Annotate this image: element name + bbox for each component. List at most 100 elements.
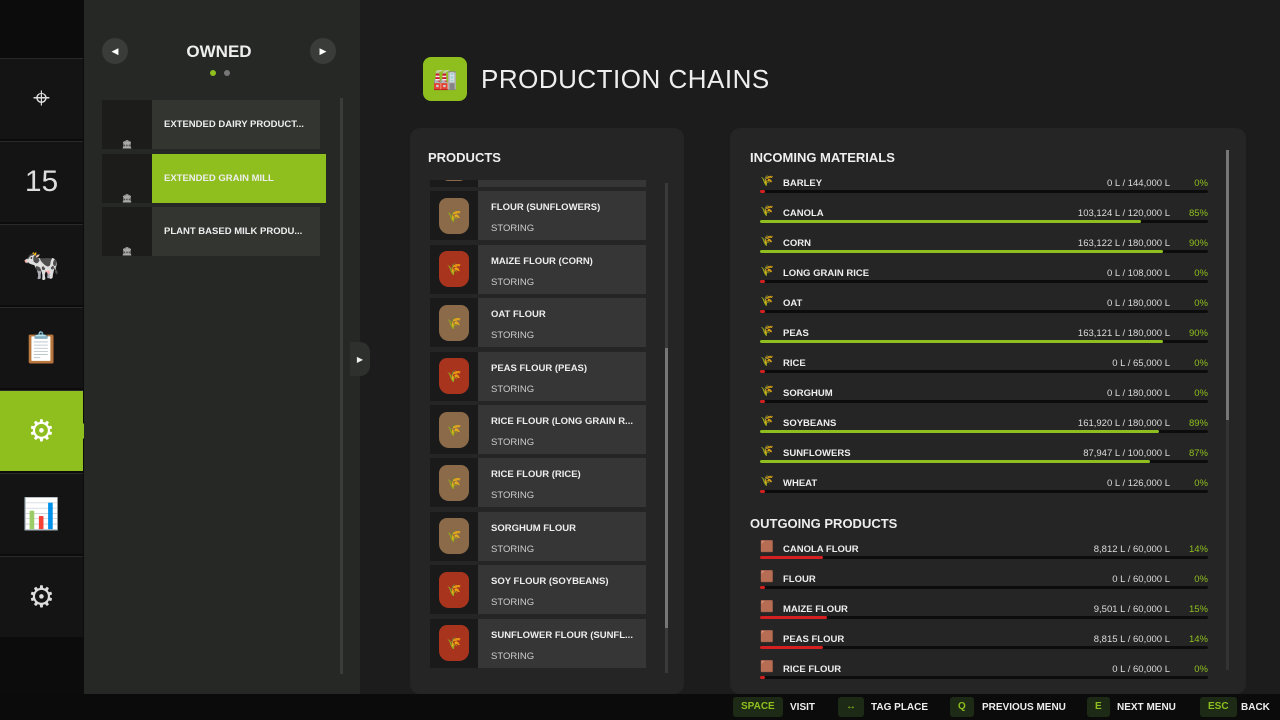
material-amount: 0 L / 144,000 L [1106, 178, 1170, 189]
place-item[interactable]: 🏛 EXTENDED DAIRY PRODUCT... [102, 100, 320, 149]
place-label: PLANT BASED MILK PRODU... [164, 226, 303, 237]
product-status: STORING [491, 490, 535, 502]
crop-icon: 🌾 [760, 265, 774, 277]
flour-sack-icon: 🌾 [439, 571, 469, 608]
flour-sack-icon: 🌾 [439, 625, 469, 662]
fill-level-bar [760, 556, 1208, 559]
products-heading: PRODUCTS [428, 150, 501, 165]
key-hint-label[interactable]: BACK [1241, 702, 1270, 713]
key-hint-label[interactable]: PREVIOUS MENU [982, 702, 1066, 713]
page-dot-active[interactable] [210, 70, 216, 76]
material-name: PEAS [783, 328, 809, 339]
material-name: CANOLA FLOUR [783, 544, 859, 555]
material-name: SOYBEANS [783, 418, 837, 429]
material-amount: 161,920 L / 180,000 L [1077, 418, 1170, 429]
product-item[interactable]: 🌾 OAT FLOUR STORING [430, 298, 646, 348]
fill-level-bar [760, 646, 1208, 649]
flour-sack-icon: 🌾 [439, 518, 469, 555]
product-item[interactable]: 🌾 RICE FLOUR (LONG GRAIN R... STORING [430, 405, 646, 454]
product-name: SORGHUM FLOUR [491, 522, 576, 534]
next-page-button[interactable]: ▶ [310, 38, 336, 64]
outgoing-material-row: 🟫 PEAS FLOUR 8,815 L / 60,000 L 14% [760, 631, 1208, 664]
key-hint-tag-place[interactable]: ↔ [838, 697, 864, 717]
material-percent: 89% [1188, 418, 1208, 429]
incoming-material-row: 🌾 SOYBEANS 161,920 L / 180,000 L 89% [760, 415, 1208, 448]
nav-item-animals[interactable]: 🐄 [0, 224, 83, 305]
material-percent: 90% [1188, 328, 1208, 339]
product-item[interactable]: 🌾 PEAS FLOUR (PEAS) STORING [430, 351, 646, 401]
product-item[interactable]: 🌾 STORING [430, 180, 646, 187]
nav-item-statistics[interactable]: 📊 [0, 473, 83, 554]
page-dot[interactable] [224, 70, 230, 76]
material-name: CORN [783, 238, 811, 249]
production-chains-icon: 🏭 [423, 57, 467, 101]
product-name: SUNFLOWER FLOUR (SUNFL... [491, 629, 633, 641]
place-item[interactable]: 🏛 PLANT BASED MILK PRODU... [102, 207, 320, 256]
material-name: OAT [783, 298, 803, 309]
product-status: STORING [491, 383, 535, 395]
product-status: STORING [491, 276, 535, 288]
nav-item-contracts[interactable]: 📋 [0, 307, 83, 388]
incoming-material-row: 🌾 CANOLA 103,124 L / 120,000 L 85% [760, 205, 1208, 238]
key-hint-back[interactable]: ESC [1200, 697, 1237, 717]
nav-item-map[interactable]: ⌖ [0, 58, 83, 139]
collapse-sidebar-button[interactable]: ▶ [350, 342, 370, 376]
products-scrollbar[interactable] [665, 183, 668, 673]
nav-item-settings[interactable]: ⚙ [0, 556, 83, 637]
product-item[interactable]: 🌾 MAIZE FLOUR (CORN) STORING [430, 244, 646, 294]
nav-item-calendar[interactable]: 15 [0, 141, 83, 222]
material-amount: 163,121 L / 180,000 L [1077, 328, 1170, 339]
crop-icon: 🌾 [760, 385, 774, 397]
fill-level-bar [760, 460, 1208, 463]
crop-icon: 🌾 [760, 205, 774, 217]
material-name: SUNFLOWERS [783, 448, 851, 459]
fill-level-bar [760, 616, 1208, 619]
production-icon: ⚙ [28, 414, 55, 448]
outgoing-material-row: 🟫 CANOLA FLOUR 8,812 L / 60,000 L 14% [760, 541, 1208, 574]
key-hint-label[interactable]: TAG PLACE [871, 702, 929, 713]
product-item[interactable]: 🌾 SORGHUM FLOUR STORING [430, 511, 646, 561]
material-percent: 90% [1188, 238, 1208, 249]
material-name: CANOLA [783, 208, 824, 219]
material-amount: 103,124 L / 120,000 L [1077, 208, 1170, 219]
main-menu-nav: ⌖ 15 🐄 📋 ⚙ 📊 ⚙ [0, 0, 91, 694]
crop-icon: 🌾 [760, 445, 774, 457]
fill-level-bar [760, 190, 1208, 193]
fill-level-bar [760, 250, 1208, 253]
key-hint-next-menu[interactable]: E [1087, 697, 1110, 717]
product-name: FLOUR (SUNFLOWERS) [491, 202, 601, 214]
product-name: OAT FLOUR [491, 309, 546, 321]
fill-level-bar [760, 430, 1208, 433]
material-amount: 163,122 L / 180,000 L [1077, 238, 1170, 249]
crop-icon: 🌾 [760, 235, 774, 247]
product-item[interactable]: 🌾 SOY FLOUR (SOYBEANS) STORING [430, 565, 646, 615]
place-label: EXTENDED GRAIN MILL [164, 172, 274, 184]
material-name: WHEAT [783, 478, 818, 489]
material-percent: 0% [1194, 358, 1208, 369]
crop-icon: 🌾 [760, 415, 774, 427]
animals-icon: 🐄 [22, 248, 61, 282]
incoming-material-row: 🌾 OAT 0 L / 180,000 L 0% [760, 295, 1208, 328]
key-hint-label[interactable]: VISIT [790, 702, 816, 713]
product-status: STORING [491, 180, 534, 181]
key-hint-label[interactable]: NEXT MENU [1117, 702, 1176, 713]
incoming-material-row: 🌾 CORN 163,122 L / 180,000 L 90% [760, 235, 1208, 268]
product-item[interactable]: 🌾 SUNFLOWER FLOUR (SUNFL... STORING [430, 618, 646, 668]
key-hint-visit[interactable]: SPACE [733, 697, 783, 717]
incoming-material-row: 🌾 LONG GRAIN RICE 0 L / 108,000 L 0% [760, 265, 1208, 298]
flour-sack-icon: 🌾 [439, 251, 469, 288]
place-item[interactable]: 🏛 EXTENDED GRAIN MILL [102, 153, 326, 203]
product-item[interactable]: 🌾 FLOUR (SUNFLOWERS) STORING [430, 191, 646, 241]
material-percent: 0% [1194, 478, 1208, 489]
fill-level-bar [760, 280, 1208, 283]
crop-icon: 🌾 [760, 355, 774, 367]
incoming-material-row: 🌾 SORGHUM 0 L / 180,000 L 0% [760, 385, 1208, 418]
key-hint-previous-menu[interactable]: Q [950, 697, 974, 717]
material-name: FLOUR [783, 574, 816, 585]
previous-page-button[interactable]: ◀ [102, 38, 128, 64]
sidebar-scrollbar[interactable] [340, 98, 343, 674]
materials-scrollbar[interactable] [1226, 150, 1229, 670]
product-name: SOY FLOUR (SOYBEANS) [491, 576, 609, 588]
product-name: MAIZE FLOUR (CORN) [491, 255, 593, 267]
product-item[interactable]: 🌾 RICE FLOUR (RICE) STORING [430, 458, 646, 508]
